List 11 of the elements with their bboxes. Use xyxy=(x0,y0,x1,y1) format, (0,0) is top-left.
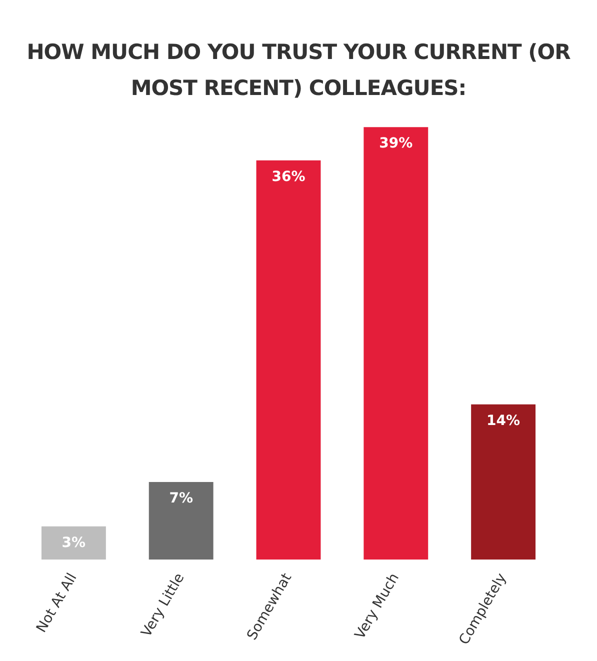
bar xyxy=(364,127,428,560)
data-label: 14% xyxy=(486,412,520,429)
chart-title: HOW MUCH DO YOU TRUST YOUR CURRENT (OR MOST RECENT) COLLEAGUES: xyxy=(26,39,572,102)
bar xyxy=(148,482,214,560)
data-label: 39% xyxy=(379,136,413,152)
data-label: 7% xyxy=(169,490,193,507)
data-label: 36% xyxy=(272,169,306,186)
bar xyxy=(41,526,106,560)
bar xyxy=(256,160,321,560)
data-label: 3% xyxy=(62,534,86,551)
bar xyxy=(471,404,536,560)
